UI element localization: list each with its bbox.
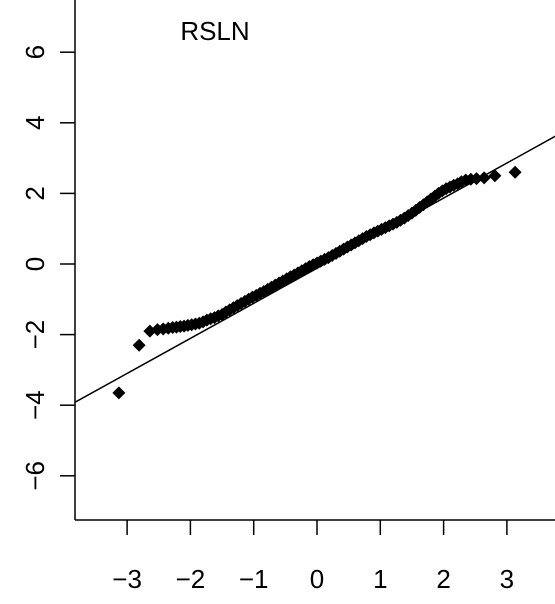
x-tick-label: 3 <box>500 564 514 594</box>
plot-frame <box>74 0 555 521</box>
y-tick-label: −4 <box>20 390 50 420</box>
x-tick-label: −2 <box>176 564 206 594</box>
data-point <box>488 169 502 183</box>
reference-line-group <box>75 135 555 404</box>
y-tick-label: 0 <box>20 257 50 271</box>
x-tick-label: −1 <box>239 564 269 594</box>
x-tick-label: 2 <box>436 564 450 594</box>
x-tick-label: −3 <box>112 564 142 594</box>
y-tick-label: 6 <box>20 45 50 59</box>
y-tick-label: 2 <box>20 186 50 200</box>
y-tick-label: 4 <box>20 116 50 130</box>
y-axis: −6 −4 −2 0 2 4 6 <box>20 45 75 491</box>
chart-title: RSLN <box>180 16 249 46</box>
x-tick-label: 0 <box>310 564 324 594</box>
data-point <box>112 386 126 400</box>
x-tick-label: 1 <box>373 564 387 594</box>
reference-line <box>75 135 555 404</box>
data-point <box>508 165 522 179</box>
data-point <box>477 171 491 185</box>
y-tick-label: −2 <box>20 320 50 350</box>
data-point <box>470 172 484 186</box>
data-points <box>112 165 522 400</box>
data-point <box>132 338 146 352</box>
x-axis: −3 −2 −1 0 1 2 3 <box>112 520 514 594</box>
y-tick-label: −6 <box>20 461 50 491</box>
